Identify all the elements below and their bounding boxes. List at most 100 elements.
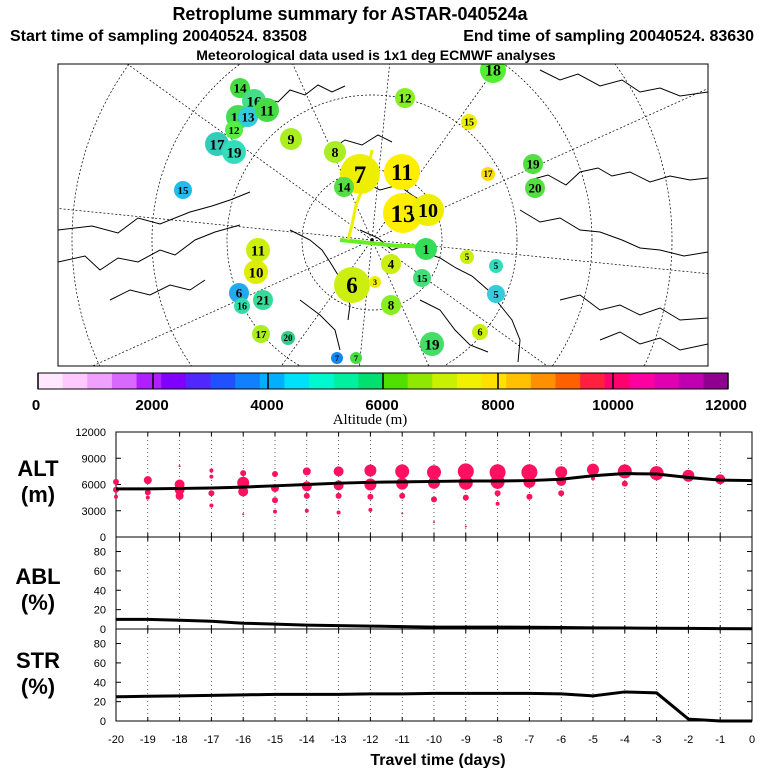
colorbar-segment	[654, 373, 680, 389]
map-plume-marker	[281, 331, 295, 345]
alt-scatter-point	[495, 501, 500, 506]
map-plume-marker	[461, 114, 477, 130]
colorbar-segment	[284, 373, 310, 389]
colorbar-tick-label: 8000	[481, 397, 514, 414]
alt-scatter-point	[399, 492, 406, 499]
end-time-label: End time of sampling 20040524. 83630	[463, 28, 754, 45]
alt-scatter-point	[114, 494, 118, 499]
alt-scatter-point	[494, 490, 501, 497]
map-plume-marker-label: 8	[332, 146, 339, 161]
y-tick-label: 60	[94, 566, 106, 578]
str-series-line	[115, 690, 752, 723]
colorbar-segment	[407, 373, 433, 389]
map-plume-marker	[246, 238, 270, 262]
x-tick-label: -17	[203, 734, 219, 746]
map-graticule	[58, 64, 708, 366]
alt-scatter-point	[178, 465, 181, 468]
colorbar-segment	[111, 373, 138, 389]
alt-scatter-point	[464, 525, 467, 528]
graticule-parallel	[151, 64, 593, 366]
map-plume-marker	[383, 193, 423, 233]
x-tick-label: -6	[556, 734, 566, 746]
alt-scatter-point	[272, 471, 278, 477]
colorbar-segment	[38, 373, 64, 389]
alt-median-line	[116, 472, 753, 491]
colorbar-segment	[161, 373, 187, 389]
plume-track-line	[339, 238, 425, 250]
map-plume-marker	[252, 325, 270, 343]
x-tick-label: -9	[461, 734, 471, 746]
x-tick-label: -10	[426, 734, 442, 746]
x-tick-label: -13	[331, 734, 347, 746]
map-plume-marker	[350, 352, 362, 364]
x-tick-label: -20	[108, 734, 124, 746]
str-axis-label: STR	[16, 648, 60, 673]
alt-scatter-point	[143, 476, 152, 485]
graticule-meridian	[58, 208, 373, 241]
colorbar-segment	[333, 373, 359, 389]
map-plume-marker	[420, 332, 444, 356]
alt-scatter-point	[526, 493, 533, 500]
map-coastlines	[58, 69, 708, 363]
alt-scatter-point	[431, 496, 437, 503]
y-tick-label: 80	[94, 547, 106, 559]
map-plume-marker-label: 11	[251, 243, 265, 259]
map-plume-marker	[460, 250, 474, 264]
alt-scatter-point	[209, 503, 214, 508]
y-tick-label: 40	[94, 585, 106, 597]
x-tick-label: 0	[749, 734, 755, 746]
colorbar-segment	[604, 373, 630, 389]
x-tick-label: -18	[172, 734, 188, 746]
map-plume-marker	[234, 298, 250, 314]
map-plume-marker-label: 6	[478, 328, 483, 339]
x-tick-label: -8	[493, 734, 503, 746]
x-tick-label: -1	[715, 734, 725, 746]
graticule-meridian	[126, 64, 373, 241]
graticule-meridian	[371, 239, 708, 275]
y-tick-label: 0	[100, 716, 106, 728]
alt-scatter-point	[621, 480, 628, 487]
alt-scatter-point	[336, 510, 341, 515]
map-plume-marker-label: 16	[237, 302, 247, 313]
map-frame	[57, 63, 709, 367]
map-plume-marker-label: 17	[484, 169, 494, 179]
x-tick-label: -15	[267, 734, 283, 746]
x-tick-label: -5	[588, 734, 598, 746]
map-plume-marker-label: 13	[391, 201, 416, 228]
map-plume-marker-label: 17	[256, 329, 268, 341]
map-plume-marker-label: 11	[260, 103, 274, 119]
x-tick-label: -2	[684, 734, 694, 746]
x-tick-label: -11	[395, 734, 410, 746]
colorbar-segment	[432, 373, 458, 389]
x-tick-label: -12	[362, 734, 378, 746]
alt-scatter-point	[302, 467, 311, 476]
str-axis-unit: (%)	[21, 674, 55, 699]
y-tick-label: 20	[94, 697, 106, 709]
graticule-parallel	[71, 64, 673, 366]
map-plume-marker-label: 18	[485, 63, 501, 80]
x-axis-title: Travel time (days)	[370, 752, 505, 768]
colorbar-segment	[506, 373, 532, 389]
alt-scatter-point	[175, 491, 184, 500]
y-tick-label: 0	[100, 532, 106, 544]
map-plume-marker	[487, 285, 505, 303]
abl-panel: ABL (%) 0 20 40 60 80	[15, 536, 753, 636]
altitude-colorbar: 0 2000 4000 6000 8000 10000 12000 Altitu…	[32, 372, 747, 428]
map-plume-marker-label: 15	[178, 185, 190, 197]
alt-scatter-point	[209, 474, 214, 479]
alt-scatter-point	[273, 509, 277, 514]
map-plume-marker-label: 5	[465, 252, 470, 262]
map-plume-marker	[324, 141, 346, 163]
map-plume-marker-label: 11	[391, 160, 413, 185]
map-plume-marker	[238, 107, 258, 127]
graticule-meridian	[280, 239, 373, 366]
x-tick-label: -16	[235, 734, 251, 746]
map-plume-marker-label: 1	[423, 243, 430, 258]
y-tick-label: 40	[94, 677, 106, 689]
colorbar-segment	[629, 373, 655, 389]
map-plume-marker-label: 20	[284, 333, 294, 343]
colorbar-tick-label: 4000	[250, 397, 283, 414]
y-tick-label: 9000	[82, 453, 106, 465]
